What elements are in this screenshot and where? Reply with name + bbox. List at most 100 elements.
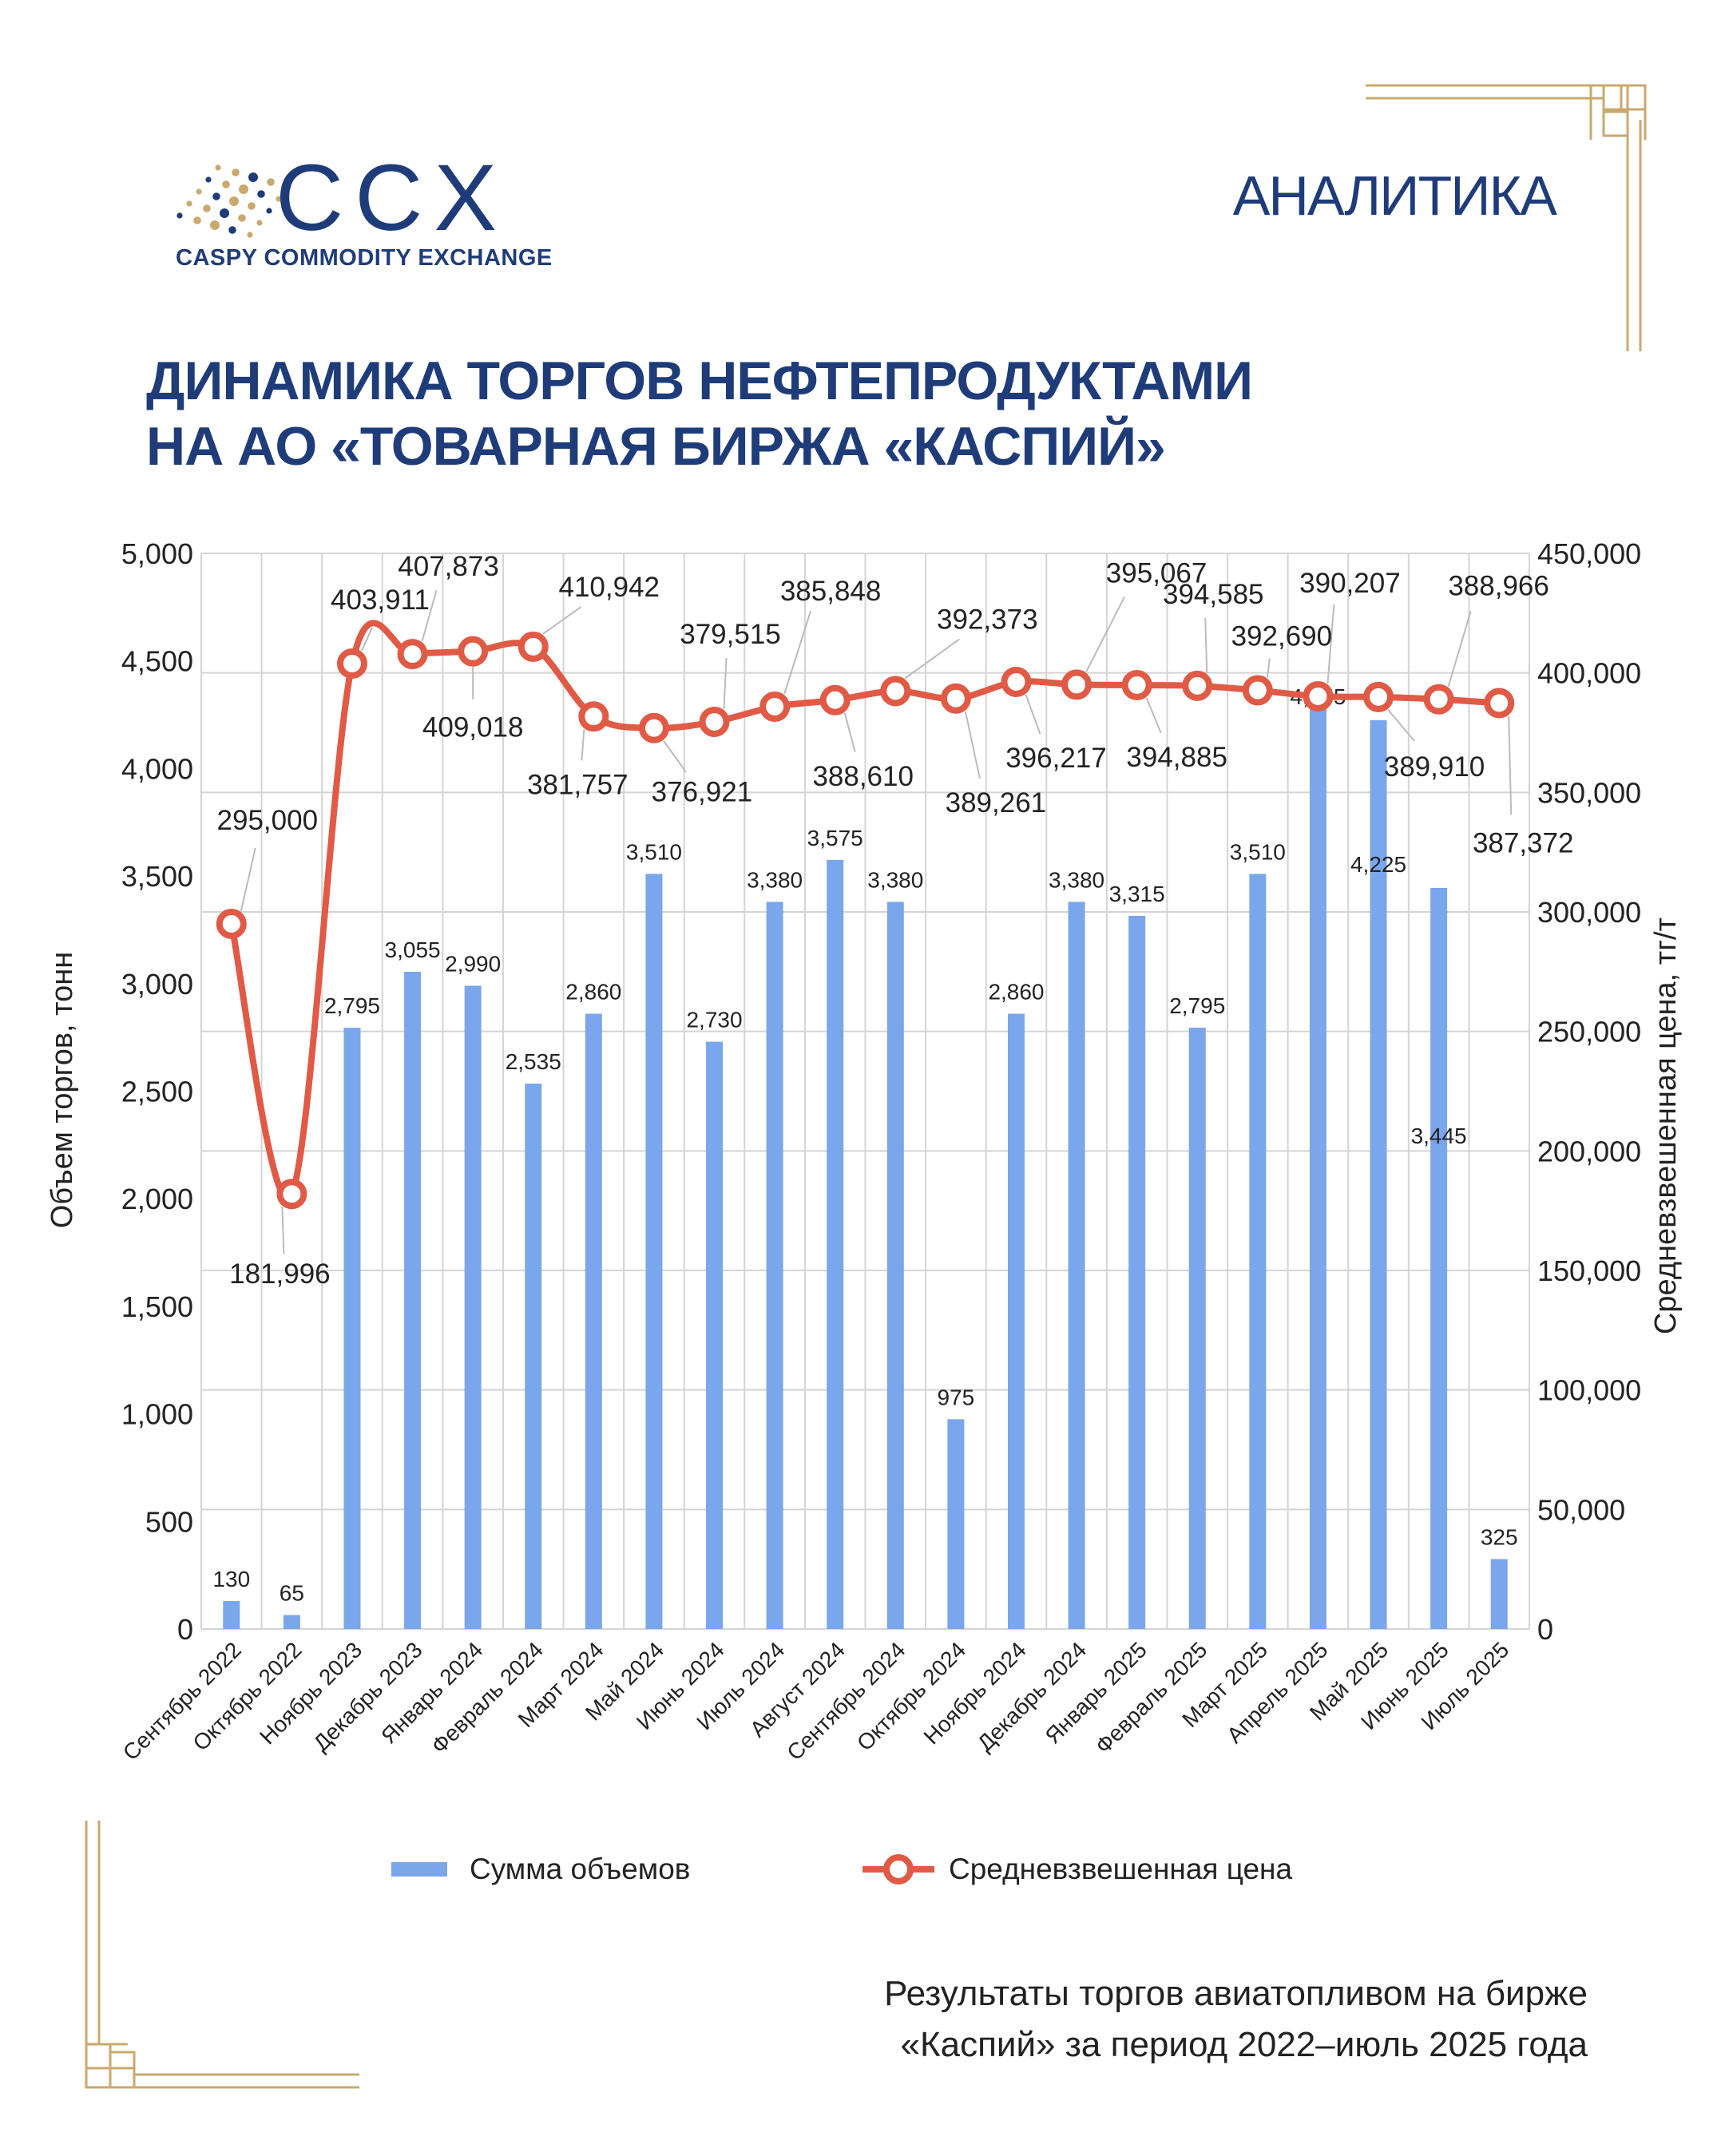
price-label-leader <box>1145 697 1162 734</box>
footer-line-1: Результаты торгов авиатопливом на бирже <box>884 1974 1588 2013</box>
volume-bar <box>404 971 422 1629</box>
price-data-label: 295,000 <box>217 805 319 836</box>
price-point <box>1363 681 1394 712</box>
volume-bar-label: 2,860 <box>988 980 1044 1005</box>
price-label-leader <box>1508 715 1513 815</box>
volume-bar-label: 3,575 <box>807 826 863 850</box>
left-axis-ticks: 0 500 1,000 1,500 2,000 2,500 3,000 3,500 4,000 4… <box>121 537 193 1646</box>
price-point <box>759 692 791 723</box>
chart-grid <box>200 553 1530 1630</box>
price-point <box>578 701 609 732</box>
volume-bar <box>1249 874 1267 1629</box>
price-data-label: 388,966 <box>1448 571 1549 602</box>
price-data-label: 381,757 <box>527 769 629 800</box>
legend-label-volume: Сумма объемов <box>470 1853 691 1885</box>
chart-legend: Сумма объемов Средневзвешенная цена <box>0 1853 1725 1900</box>
logo-dot <box>212 192 220 200</box>
price-label-leader <box>663 740 687 773</box>
price-label-leader <box>843 712 856 753</box>
price-point <box>1121 669 1152 700</box>
y-tick-label: 4,500 <box>121 645 193 678</box>
x-tick-label: Декабрь 2023 <box>308 1637 427 1756</box>
volume-bar-label: 2,990 <box>445 951 501 976</box>
legend-bar-swatch-icon <box>391 1862 447 1877</box>
logo-dot <box>267 178 275 186</box>
price-data-label: 403,911 <box>331 585 430 616</box>
price-data-label: 396,217 <box>1005 743 1107 774</box>
volume-bar-label: 130 <box>212 1567 250 1591</box>
price-point <box>1303 680 1334 711</box>
logo-dot <box>266 208 272 214</box>
y2-tick-label: 200,000 <box>1537 1135 1641 1167</box>
volume-bar-label: 3,445 <box>1411 1124 1467 1148</box>
right-axis-ticks: 0 50,000 100,000 150,000 200,000 250,000 300,0… <box>1537 537 1641 1646</box>
y2-tick-label: 50,000 <box>1537 1493 1625 1526</box>
price-point <box>336 648 367 679</box>
volume-bar <box>283 1615 300 1629</box>
volume-bar-label: 65 <box>280 1580 304 1605</box>
y2-tick-label: 0 <box>1537 1613 1553 1646</box>
logo-dot <box>257 190 265 198</box>
y-tick-label: 3,500 <box>121 860 193 893</box>
logo-dot <box>193 216 201 224</box>
price-label-leader <box>240 847 256 912</box>
logo-dot <box>210 220 220 230</box>
logo-subtitle: CASPY COMMODITY EXCHANGE <box>176 245 553 271</box>
logo-dot <box>205 176 212 183</box>
logo-dot <box>196 188 202 195</box>
footer-caption: Результаты торгов авиатопливом на бирже … <box>884 1968 1588 2071</box>
volume-bars <box>223 692 1508 1630</box>
price-label-leader <box>581 729 585 761</box>
price-data-label: 392,373 <box>937 604 1038 635</box>
logo-dot <box>248 202 256 210</box>
price-point <box>638 712 669 743</box>
legend-item-volume: Сумма объемов <box>391 1853 690 1886</box>
price-point <box>819 684 851 715</box>
volume-bar <box>827 859 844 1629</box>
y2-tick-label: 450,000 <box>1537 537 1641 570</box>
volume-bar <box>525 1084 542 1629</box>
legend-item-price: Средневзвешенная цена <box>862 1853 1292 1886</box>
volume-bar-label: 2,860 <box>565 980 621 1005</box>
logo-dot <box>222 180 230 188</box>
price-data-label: 410,942 <box>558 572 660 603</box>
logo-dot <box>215 164 221 171</box>
volume-bar-label: 3,510 <box>626 839 682 864</box>
y2-tick-label: 150,000 <box>1537 1254 1641 1287</box>
footer-line-2: «Каспий» за период 2022–июль 2025 года <box>900 2025 1588 2064</box>
price-data-label: 394,585 <box>1163 579 1264 610</box>
price-data-label: 395,067 <box>1106 557 1208 589</box>
volume-bar-label: 3,315 <box>1109 882 1165 906</box>
logo-dot <box>220 208 229 218</box>
volume-bar-label: 325 <box>1481 1524 1518 1549</box>
right-axis-title: Средневзвешенная цена, тг/т <box>1649 917 1683 1334</box>
bottom-left-corner-ornament <box>85 1821 359 2089</box>
logo-dot <box>176 212 183 219</box>
logo-dot <box>285 184 291 190</box>
price-data-label: 389,261 <box>946 787 1047 818</box>
price-point <box>699 706 730 737</box>
volume-bar-label: 3,380 <box>867 867 923 892</box>
price-point <box>1182 670 1213 701</box>
volume-bar <box>464 985 482 1629</box>
title-line-1: ДИНАМИКА ТОРГОВ НЕФТЕПРОДУКТАМИ <box>146 351 1253 411</box>
volume-bar <box>1309 692 1326 1630</box>
volume-bar-label: 2,795 <box>1169 993 1225 1018</box>
volume-bar <box>1430 887 1448 1629</box>
volume-bar <box>706 1041 724 1629</box>
price-data-label: 407,873 <box>398 551 499 582</box>
volume-bar <box>766 902 783 1629</box>
volume-bar-label: 3,380 <box>1049 867 1104 892</box>
legend-line-marker-icon <box>862 1854 934 1885</box>
price-label-leader <box>1447 611 1472 687</box>
y-tick-label: 4,000 <box>121 752 193 785</box>
price-point <box>1001 666 1032 697</box>
volume-bar <box>1370 719 1387 1630</box>
volume-bar <box>886 902 904 1629</box>
volume-bar <box>1068 902 1085 1629</box>
price-data-label: 409,018 <box>422 712 524 743</box>
